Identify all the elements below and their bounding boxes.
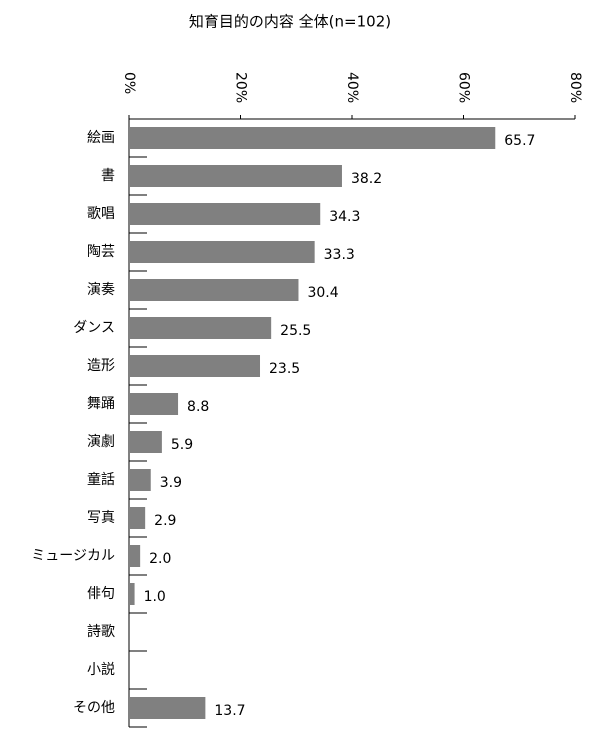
bar	[129, 583, 135, 605]
bar	[129, 279, 299, 301]
bar	[129, 355, 261, 377]
value-label: 23.5	[269, 361, 300, 377]
y-tick-label: 演奏	[87, 282, 115, 298]
bar	[129, 203, 321, 225]
y-tick-label: 歌唱	[87, 206, 115, 222]
y-tick-label: ダンス	[73, 320, 115, 336]
bar	[129, 165, 342, 187]
value-label: 3.9	[160, 475, 182, 491]
bar	[129, 241, 315, 263]
value-label: 5.9	[171, 437, 193, 453]
y-tick-label: 陶芸	[87, 244, 115, 260]
value-label: 8.8	[187, 399, 209, 415]
y-tick-label: 演劇	[87, 434, 115, 450]
bar	[129, 127, 496, 149]
y-tick-label: 書	[101, 168, 115, 184]
value-label: 65.7	[504, 133, 535, 149]
value-label: 25.5	[280, 323, 311, 339]
y-tick-label: その他	[73, 700, 115, 716]
y-tick-label: 写真	[87, 510, 115, 526]
x-tick-label: 0%	[121, 72, 137, 94]
bar	[129, 431, 162, 453]
y-tick-label: 小説	[87, 662, 115, 678]
value-label: 38.2	[351, 171, 382, 187]
value-label: 2.0	[149, 551, 171, 567]
x-tick-label: 20%	[233, 72, 249, 103]
bar	[129, 317, 272, 339]
y-tick-label: 詩歌	[87, 624, 115, 640]
y-tick-label: 童話	[87, 471, 115, 488]
value-label: 1.0	[144, 589, 166, 605]
y-tick-label: 舞踊	[87, 396, 115, 412]
y-tick-label: 造形	[87, 358, 115, 374]
y-tick-label: 絵画	[87, 130, 115, 146]
x-tick-label: 60%	[456, 72, 472, 103]
x-tick-label: 80%	[567, 72, 583, 103]
x-tick-label: 40%	[344, 72, 360, 103]
y-tick-label: ミュージカル	[31, 548, 115, 564]
bar	[129, 469, 151, 491]
value-label: 30.4	[307, 285, 338, 301]
y-tick-label: 俳句	[87, 586, 115, 602]
bar	[129, 393, 179, 415]
bar	[129, 697, 206, 719]
value-label: 13.7	[214, 703, 245, 719]
chart-title: 知育目的の内容 全体(n=102)	[189, 13, 391, 31]
value-label: 2.9	[154, 513, 176, 529]
value-label: 34.3	[329, 209, 360, 225]
bar	[129, 545, 141, 567]
value-label: 33.3	[324, 247, 355, 263]
bar	[129, 507, 146, 529]
